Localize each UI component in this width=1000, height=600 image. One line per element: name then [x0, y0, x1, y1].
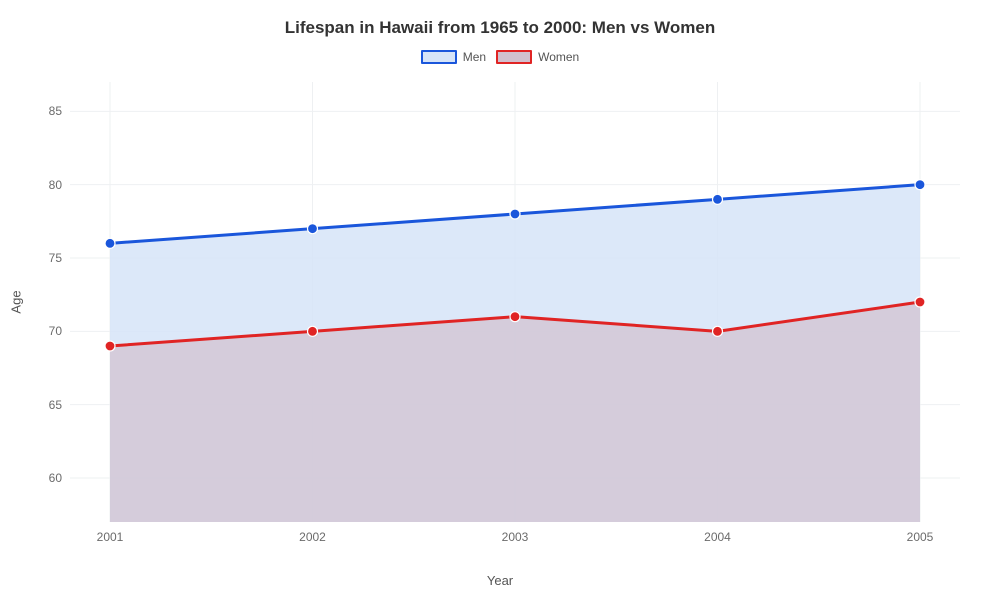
chart-svg [70, 82, 960, 522]
marker-women [713, 326, 723, 336]
marker-men [510, 209, 520, 219]
x-tick-label: 2004 [704, 530, 731, 544]
legend: Men Women [0, 50, 1000, 64]
x-tick-label: 2005 [907, 530, 934, 544]
marker-women [105, 341, 115, 351]
chart-container: Lifespan in Hawaii from 1965 to 2000: Me… [0, 0, 1000, 600]
plot-area: 60657075808520012002200320042005 [70, 82, 960, 522]
y-tick-label: 80 [32, 178, 62, 192]
marker-men [915, 180, 925, 190]
chart-title: Lifespan in Hawaii from 1965 to 2000: Me… [0, 18, 1000, 38]
x-tick-label: 2001 [97, 530, 124, 544]
marker-women [510, 312, 520, 322]
legend-swatch-women [496, 50, 532, 64]
marker-men [713, 194, 723, 204]
marker-men [105, 238, 115, 248]
legend-swatch-men [421, 50, 457, 64]
y-tick-label: 75 [32, 251, 62, 265]
x-tick-label: 2002 [299, 530, 326, 544]
legend-label-men: Men [463, 50, 486, 64]
y-axis-label: Age [9, 290, 24, 313]
x-axis-label: Year [0, 573, 1000, 588]
legend-item-men: Men [421, 50, 486, 64]
legend-item-women: Women [496, 50, 579, 64]
y-tick-label: 60 [32, 471, 62, 485]
y-tick-label: 70 [32, 324, 62, 338]
legend-label-women: Women [538, 50, 579, 64]
marker-men [308, 224, 318, 234]
y-tick-label: 85 [32, 104, 62, 118]
y-tick-label: 65 [32, 398, 62, 412]
x-tick-label: 2003 [502, 530, 529, 544]
marker-women [308, 326, 318, 336]
marker-women [915, 297, 925, 307]
